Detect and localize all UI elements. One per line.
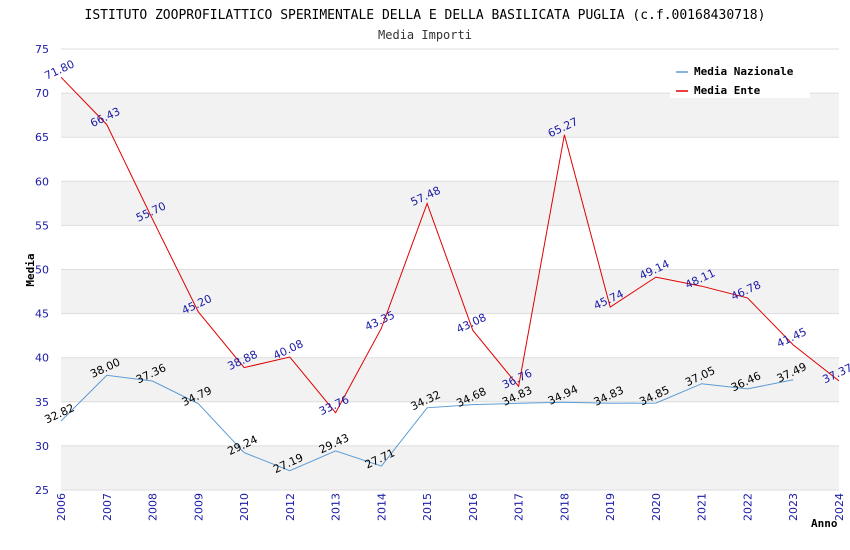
x-tick-label: 2013 bbox=[330, 493, 343, 521]
x-tick-label: 2006 bbox=[55, 493, 68, 521]
y-tick-label: 65 bbox=[35, 131, 49, 144]
x-tick-label: 2021 bbox=[696, 493, 709, 521]
chart-title: ISTITUTO ZOOPROFILATTICO SPERIMENTALE DE… bbox=[85, 8, 766, 23]
y-tick-label: 60 bbox=[35, 175, 49, 188]
grid-band bbox=[61, 93, 839, 138]
series-line-media-ente bbox=[60, 76, 840, 414]
y-tick-label: 45 bbox=[35, 308, 49, 321]
x-tick-label: 2016 bbox=[467, 493, 480, 521]
y-axis-label: Media bbox=[24, 253, 37, 286]
grid-band bbox=[61, 137, 839, 182]
legend: Media Nazionale Media Ente bbox=[670, 60, 810, 98]
grid-band bbox=[61, 401, 839, 446]
y-tick-label: 30 bbox=[35, 440, 49, 453]
x-tick-label: 2017 bbox=[513, 493, 526, 521]
grid-band bbox=[61, 445, 839, 490]
y-axis-ticks: 25 30 35 40 45 50 55 60 65 70 75 bbox=[35, 43, 49, 497]
x-tick-label: 2012 bbox=[284, 493, 297, 521]
y-tick-label: 50 bbox=[35, 264, 49, 277]
y-tick-label: 75 bbox=[35, 43, 49, 56]
x-tick-label: 2007 bbox=[101, 493, 114, 521]
y-tick-label: 25 bbox=[35, 484, 49, 497]
y-tick-label: 55 bbox=[35, 219, 49, 232]
x-tick-label: 2019 bbox=[604, 493, 617, 521]
x-tick-label: 2022 bbox=[741, 493, 754, 521]
x-tick-label: 2010 bbox=[238, 493, 251, 521]
x-tick-label: 2023 bbox=[787, 493, 800, 521]
x-tick-label: 2020 bbox=[650, 493, 663, 521]
grid-band bbox=[61, 269, 839, 314]
x-axis-label: Anno bbox=[811, 517, 838, 530]
x-tick-label: 2009 bbox=[192, 493, 205, 521]
x-axis-ticks: 2006 2007 2008 2009 2010 2012 2013 2014 2015 2016… bbox=[55, 493, 846, 521]
y-tick-label: 35 bbox=[35, 396, 49, 409]
grid-band bbox=[61, 225, 839, 270]
chart-subtitle: Media Importi bbox=[378, 28, 472, 42]
legend-label-media-nazionale: Media Nazionale bbox=[694, 65, 794, 78]
y-tick-label: 40 bbox=[35, 352, 49, 365]
legend-box bbox=[670, 60, 810, 98]
grid-band bbox=[61, 357, 839, 402]
series-line-media-nazionale bbox=[60, 374, 794, 472]
x-tick-label: 2008 bbox=[147, 493, 160, 521]
legend-label-media-ente: Media Ente bbox=[694, 84, 761, 97]
series-lines bbox=[60, 76, 840, 472]
grid-lines bbox=[61, 48, 839, 491]
y-tick-label: 70 bbox=[35, 87, 49, 100]
grid-bands bbox=[61, 49, 839, 490]
x-tick-label: 2014 bbox=[375, 493, 388, 521]
x-tick-label: 2024 bbox=[833, 493, 846, 521]
x-tick-label: 2015 bbox=[421, 493, 434, 521]
grid-band bbox=[61, 181, 839, 226]
x-tick-label: 2018 bbox=[558, 493, 571, 521]
grid-band bbox=[61, 313, 839, 358]
